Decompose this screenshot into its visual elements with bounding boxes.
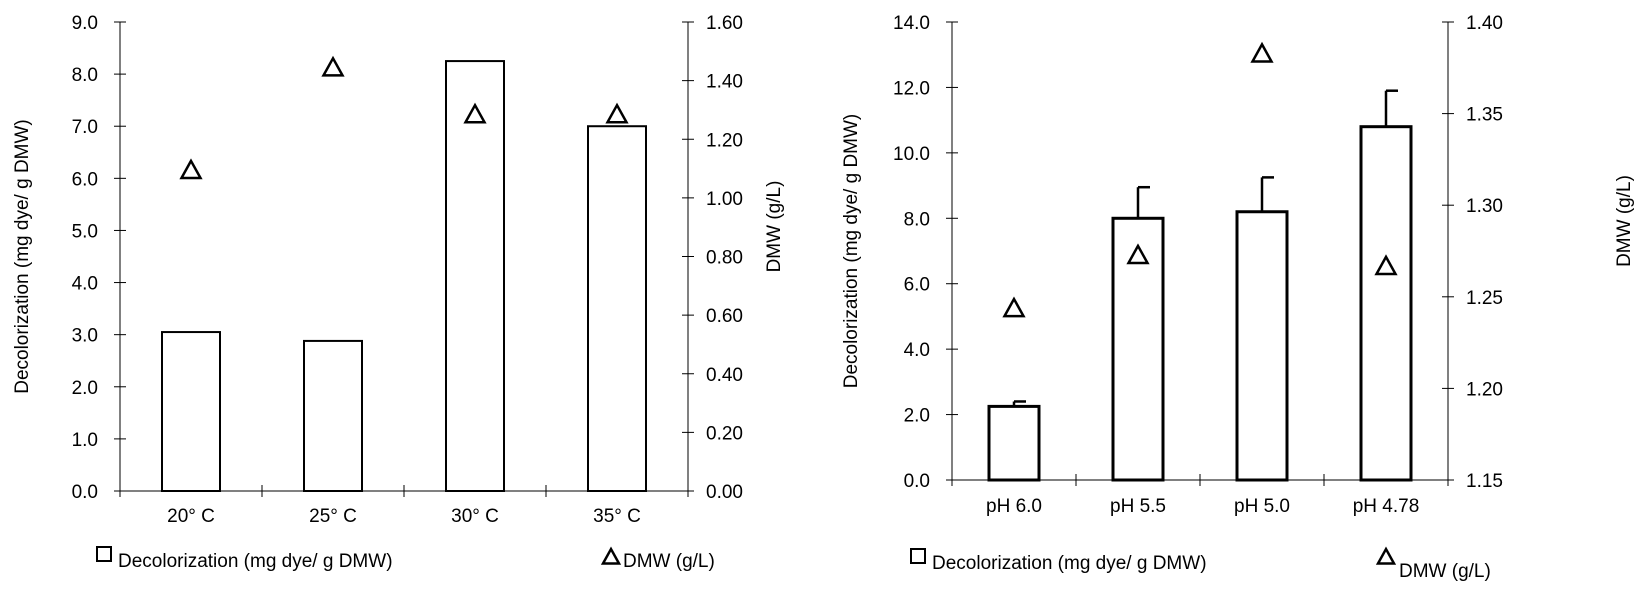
right-tick-label: 1.40: [1466, 13, 1503, 34]
right-axis-title: DMW (g/L): [764, 181, 785, 273]
dmw-marker: [321, 55, 345, 77]
dmw-marker: [463, 102, 487, 124]
bar: [987, 404, 1041, 482]
left-tick-label: 6.0: [904, 275, 930, 296]
dmw-marker: [1250, 41, 1274, 63]
category-label: pH 5.5: [1110, 496, 1166, 517]
category-label: pH 6.0: [986, 496, 1042, 517]
bar: [161, 331, 221, 492]
legend-triangle-swatch: [1375, 546, 1397, 565]
right-tick-label: 1.35: [1466, 105, 1503, 126]
category-label: 25° C: [309, 506, 357, 527]
legend-bar-label: Decolorization (mg dye/ g DMW): [932, 553, 1207, 574]
right-axis-title: DMW (g/L): [1614, 175, 1635, 267]
bar: [303, 339, 363, 493]
bar: [1111, 216, 1165, 482]
category-label: pH 4.78: [1353, 496, 1420, 517]
right-tick-label: 1.20: [1466, 379, 1503, 400]
left-tick-label: 4.0: [72, 274, 98, 295]
left-tick-label: 6.0: [72, 169, 98, 190]
left-tick-label: 1.0: [72, 430, 98, 451]
right-tick-label: 0.00: [706, 482, 743, 503]
bar: [1235, 210, 1289, 482]
dmw-marker: [1002, 296, 1026, 318]
category-label: 30° C: [451, 506, 499, 527]
category-label: 20° C: [167, 506, 215, 527]
legend-marker-label: DMW (g/L): [623, 551, 715, 572]
chart-temperature: 0.0 1.0 2.0 3.0 4.0 5.0 6.0 7.0 8.0 9.0 0.00 0.20 0.…: [12, 13, 785, 572]
left-axis-title: Decolorization (mg dye/ g DMW): [841, 114, 862, 389]
dmw-marker: [1126, 243, 1150, 265]
right-tick-label: 1.25: [1466, 288, 1503, 309]
bar: [445, 60, 505, 492]
right-tick-label: 1.40: [706, 72, 743, 93]
bar: [587, 125, 647, 492]
legend-bar-swatch: [96, 546, 112, 562]
left-tick-label: 2.0: [72, 378, 98, 399]
right-tick-label: 1.15: [1466, 471, 1503, 492]
right-tick-label: 0.40: [706, 365, 743, 386]
left-tick-label: 0.0: [72, 482, 98, 503]
right-tick-label: 0.60: [706, 306, 743, 327]
left-tick-label: 8.0: [904, 209, 930, 230]
right-tick-label: 0.20: [706, 423, 743, 444]
left-tick-label: 3.0: [72, 326, 98, 347]
right-tick-label: 1.20: [706, 130, 743, 151]
right-tick-label: 1.60: [706, 13, 743, 34]
left-tick-label: 0.0: [904, 471, 930, 492]
left-tick-label: 4.0: [904, 340, 930, 361]
right-tick-label: 1.30: [1466, 196, 1503, 217]
left-tick-label: 10.0: [893, 144, 930, 165]
dmw-marker: [605, 102, 629, 124]
dmw-marker: [1374, 254, 1398, 276]
legend-triangle-swatch: [600, 546, 622, 565]
left-tick-label: 12.0: [893, 78, 930, 99]
left-tick-label: 2.0: [904, 406, 930, 427]
left-axis-title: Decolorization (mg dye/ g DMW): [12, 119, 33, 394]
left-tick-label: 9.0: [72, 13, 98, 34]
legend-bar-label: Decolorization (mg dye/ g DMW): [118, 551, 393, 572]
left-tick-label: 5.0: [72, 221, 98, 242]
left-tick-label: 14.0: [893, 13, 930, 34]
right-tick-label: 1.00: [706, 189, 743, 210]
chart-ph: 0.0 2.0 4.0 6.0 8.0 10.0 12.0 14.0 1.15 1.20 1.25 1…: [841, 13, 1635, 582]
legend-bar-swatch: [910, 548, 926, 564]
dmw-marker: [179, 158, 203, 180]
right-tick-label: 0.80: [706, 248, 743, 269]
left-tick-label: 7.0: [72, 117, 98, 138]
category-label: pH 5.0: [1234, 496, 1290, 517]
category-label: 35° C: [593, 506, 641, 527]
legend-marker-label: DMW (g/L): [1399, 561, 1491, 582]
left-tick-label: 8.0: [72, 65, 98, 86]
bar: [1359, 125, 1413, 482]
